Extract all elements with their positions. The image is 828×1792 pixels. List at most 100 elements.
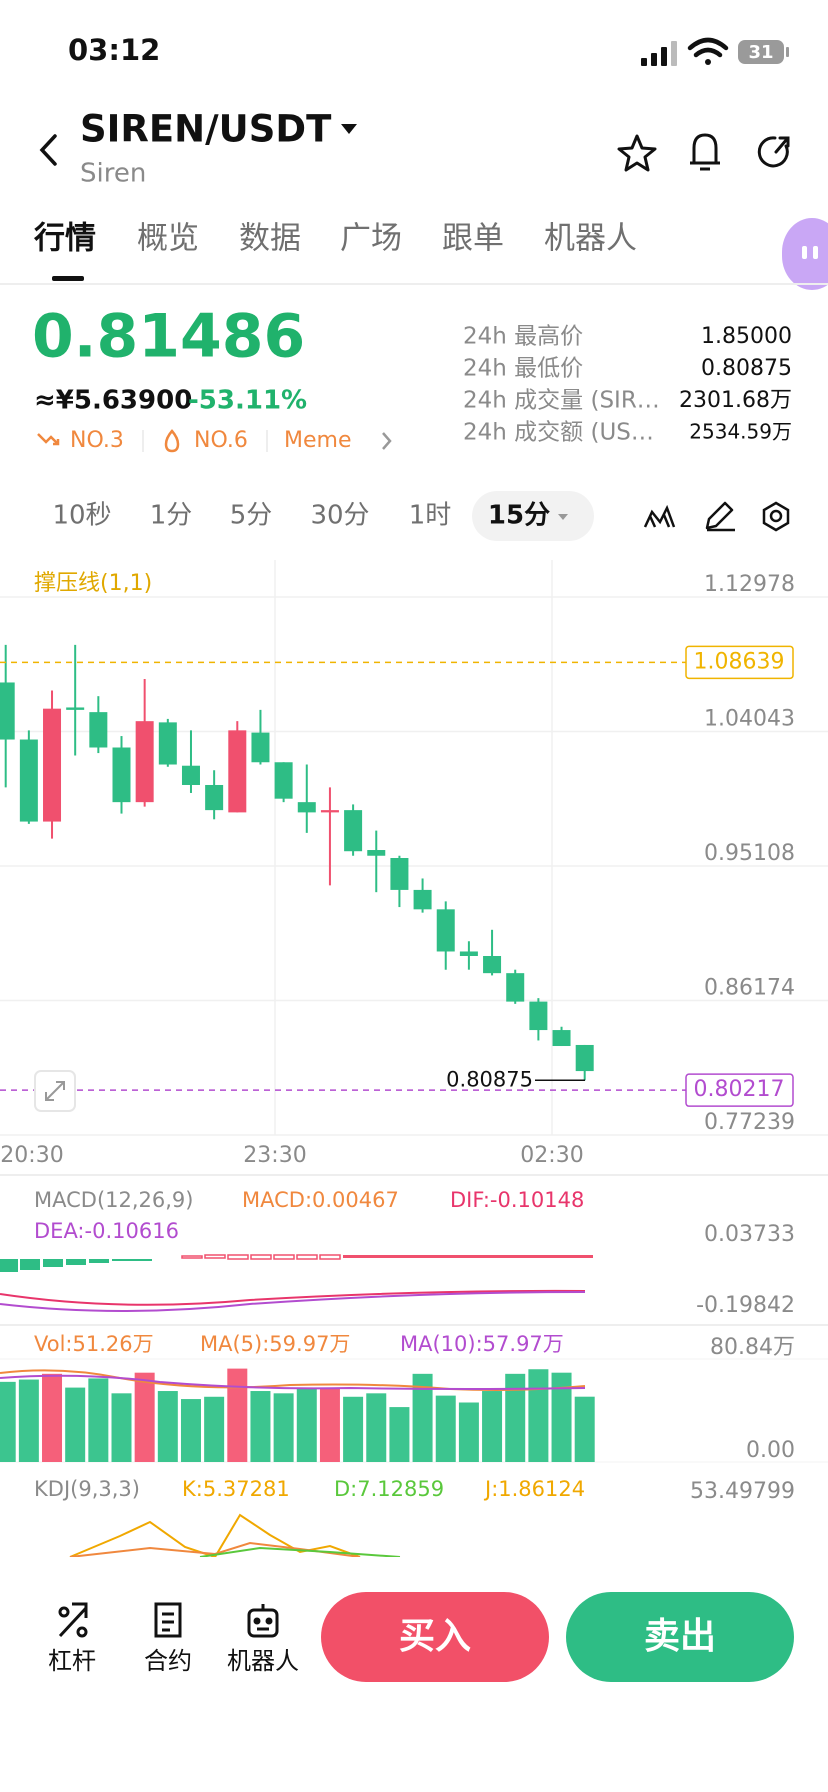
volume-ma10-line: [0, 1374, 586, 1390]
pair-name: Siren: [80, 159, 146, 189]
alert-button[interactable]: [690, 133, 720, 171]
volume-bar: [366, 1393, 387, 1462]
tab-indicator: [52, 276, 84, 281]
leverage-label[interactable]: 杠杆: [48, 1647, 96, 1675]
volume-ma5-line: [0, 1369, 586, 1391]
interval[interactable]: 5分: [230, 501, 273, 531]
volume-bar: [574, 1396, 595, 1462]
volume-bar: [65, 1387, 86, 1462]
candle-body: [483, 955, 502, 974]
macd-name: MACD(12,26,9): [34, 1188, 194, 1212]
tab[interactable]: 机器人: [544, 221, 637, 257]
candle-body: [89, 712, 108, 748]
cny-price: ≈¥5.63900: [34, 386, 192, 416]
favorite-button[interactable]: [617, 134, 657, 172]
tab[interactable]: 广场: [340, 221, 402, 257]
hot-tag[interactable]: NO.6: [194, 428, 248, 453]
more-arrow[interactable]: [382, 432, 392, 450]
volume-bar: [180, 1399, 201, 1462]
back-button[interactable]: [39, 134, 57, 166]
volume-bar: [319, 1387, 340, 1462]
tab[interactable]: 概览: [137, 221, 199, 257]
macd-dif-line: [0, 1289, 586, 1306]
buy-label[interactable]: 买入: [399, 1616, 471, 1657]
candle-body: [135, 721, 154, 803]
stat-label: 24h 最高价: [463, 324, 583, 350]
robot-icon[interactable]: [247, 1604, 279, 1638]
volume-bar: [551, 1372, 572, 1462]
candle-body: [413, 889, 432, 910]
interval[interactable]: 1时: [409, 501, 452, 531]
macd-histogram: [0, 1254, 593, 1272]
volume-bar: [435, 1395, 456, 1462]
macd-value: MACD:0.00467: [242, 1188, 399, 1212]
candle-body: [436, 909, 455, 952]
sell-button[interactable]: [566, 1592, 794, 1682]
contract-icon[interactable]: [154, 1602, 182, 1638]
candle-body: [390, 857, 409, 890]
y-tick-label: 0.77239: [704, 1110, 795, 1135]
sell-label[interactable]: 卖出: [644, 1616, 716, 1657]
volume-bar: [482, 1391, 503, 1462]
tab[interactable]: 数据: [239, 221, 301, 257]
volume-layer: 0.00 80.84万: [0, 1335, 828, 1463]
candle-body: [367, 850, 386, 856]
volume-bar: [227, 1368, 248, 1462]
interval[interactable]: 1分: [150, 501, 193, 531]
kdj-name: KDJ(9,3,3): [34, 1477, 140, 1501]
macd-dea-line: [0, 1291, 586, 1312]
interval-dropdown[interactable]: [558, 514, 568, 520]
y-tick-label: 1.04043: [704, 707, 795, 732]
y-tick-label: 0.95108: [704, 841, 795, 866]
leverage-icon[interactable]: [58, 1602, 88, 1638]
candle-body: [320, 810, 339, 813]
candle-body: [228, 730, 247, 813]
stat-value: 0.80875: [701, 356, 792, 381]
candle-body: [575, 1044, 594, 1072]
volume-bar: [204, 1396, 225, 1462]
y-tick-label: 1.12978: [704, 572, 795, 597]
volume-bar: [343, 1396, 364, 1462]
candle-body: [459, 951, 478, 956]
candle-body: [158, 722, 177, 765]
contract-label[interactable]: 合约: [144, 1647, 192, 1675]
interval[interactable]: 30分: [310, 501, 369, 531]
volume-bar: [88, 1378, 109, 1462]
buy-button[interactable]: [321, 1592, 549, 1682]
draw-button[interactable]: [705, 501, 735, 532]
pair-dropdown[interactable]: [341, 124, 357, 134]
resistance-box: [685, 645, 794, 680]
interval-active[interactable]: 15分: [488, 501, 550, 531]
tab[interactable]: 跟单: [442, 221, 504, 257]
low-price-label: 0.80875: [446, 1067, 533, 1091]
volume-bar: [134, 1372, 155, 1462]
interval[interactable]: 10秒: [52, 501, 111, 531]
kdj-d-line: [199, 1546, 401, 1558]
resistance-label: 1.08639: [694, 649, 785, 674]
volume-bar: [505, 1373, 526, 1462]
price-chart: 0.77239 0.86174 0.95108 1.04043 1.12978 1.086…: [0, 560, 828, 1136]
hot-icon: [164, 429, 180, 453]
volume-bar: [18, 1379, 39, 1462]
wifi-icon: [687, 37, 729, 65]
volume-bar: [111, 1393, 132, 1462]
rank-icon: [37, 433, 60, 446]
candle-body: [112, 747, 131, 803]
indicator-button[interactable]: [643, 504, 676, 528]
pair-title[interactable]: SIREN/USDT: [80, 108, 332, 151]
settings-button[interactable]: [762, 501, 790, 532]
rank-tag[interactable]: NO.3: [70, 428, 124, 453]
candle-body: [66, 707, 85, 710]
kdj-k: K:5.37281: [182, 1477, 290, 1501]
robot-label[interactable]: 机器人: [227, 1647, 299, 1675]
volume-tick-label: 80.84万: [710, 1335, 795, 1360]
volume-ma5-legend: MA(5):59.97万: [200, 1332, 350, 1356]
share-button[interactable]: [757, 136, 790, 168]
tab[interactable]: 行情: [33, 221, 96, 257]
battery-level: 31: [748, 42, 773, 63]
volume-ma10-legend: MA(10):57.97万: [400, 1332, 564, 1356]
expand-button[interactable]: [34, 1070, 76, 1112]
category-tag[interactable]: Meme: [284, 428, 351, 453]
candle-body: [43, 708, 62, 822]
